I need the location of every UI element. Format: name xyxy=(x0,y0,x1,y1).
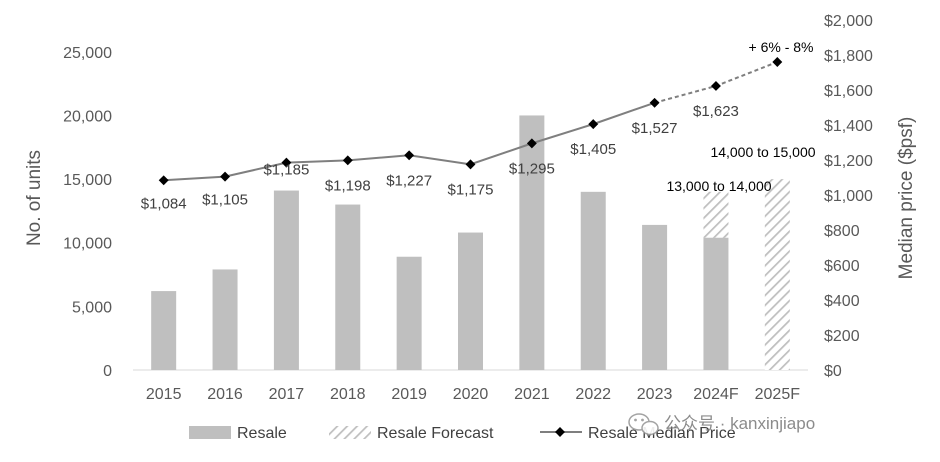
median-data-label: $1,198 xyxy=(325,177,371,194)
data-labels: $1,084 $1,105 $1,185 $1,198 $1,227 $1,175 $1,2… xyxy=(141,103,739,212)
legend-label-resale: Resale xyxy=(237,425,287,442)
legend-swatch-resale-forecast xyxy=(329,426,371,439)
right-tick-label: $1,600 xyxy=(824,83,873,100)
left-tick-label: 25,000 xyxy=(63,45,112,62)
median-marker xyxy=(342,155,353,166)
median-marker xyxy=(404,150,415,161)
left-tick-label: 10,000 xyxy=(63,236,112,253)
median-data-label: $1,105 xyxy=(202,192,248,209)
bar-resale-forecast xyxy=(764,179,790,370)
right-tick-label: $200 xyxy=(824,328,860,345)
x-tick-label: 2024F xyxy=(693,386,739,403)
legend-swatch-resale xyxy=(189,426,231,439)
median-data-label: $1,175 xyxy=(448,181,494,198)
bar-resale xyxy=(335,204,361,370)
median-data-label: $1,227 xyxy=(386,172,432,189)
median-data-label: $1,295 xyxy=(509,160,555,177)
right-tick-label: $1,800 xyxy=(824,48,873,65)
forecast-2024-annotation: 13,000 to 14,000 xyxy=(666,178,771,194)
watermark-text: 公众号 · kanxinjiapo xyxy=(664,414,815,433)
legend: Resale Resale Forecast Resale Median Pri… xyxy=(189,425,736,442)
x-tick-label: 2018 xyxy=(330,386,366,403)
bar-resale xyxy=(273,190,299,370)
bar-resale-forecast xyxy=(703,191,729,238)
watermark: 公众号 · kanxinjiapo xyxy=(628,413,815,436)
x-tick-label: 2022 xyxy=(575,386,611,403)
legend-swatch-median-marker xyxy=(555,427,565,437)
right-tick-label: $0 xyxy=(824,363,842,380)
median-marker xyxy=(281,157,292,168)
wechat-icon xyxy=(628,413,659,436)
median-marker xyxy=(526,138,537,149)
bar-resale xyxy=(396,256,422,370)
left-tick-label: 20,000 xyxy=(63,108,112,125)
median-marker xyxy=(220,171,230,182)
bars xyxy=(151,115,790,370)
bar-resale xyxy=(642,224,668,370)
right-tick-label: $2,000 xyxy=(824,13,873,30)
left-tick-label: 5,000 xyxy=(72,299,112,316)
x-tick-label: 2025F xyxy=(755,386,801,403)
right-tick-label: $1,200 xyxy=(824,153,873,170)
legend-label-median-price: Resale Median Price xyxy=(588,425,736,442)
forecast-2025-annotation: 14,000 to 15,000 xyxy=(710,144,815,160)
left-tick-label: 0 xyxy=(103,363,112,380)
bar-resale xyxy=(580,191,606,370)
median-marker xyxy=(772,57,783,67)
median-price-line xyxy=(158,57,783,186)
bar-resale xyxy=(703,237,729,370)
x-tick-label: 2019 xyxy=(391,386,427,403)
axes: 0 5,000 10,000 15,000 20,000 25,000 $0 $200 $400… xyxy=(63,13,873,403)
right-tick-label: $1,400 xyxy=(824,118,873,135)
bar-resale xyxy=(212,269,238,370)
left-tick-label: 15,000 xyxy=(63,172,112,189)
median-marker xyxy=(158,175,169,186)
bar-resale xyxy=(519,115,545,370)
bar-resale xyxy=(458,232,483,370)
x-tick-label: 2020 xyxy=(453,386,489,403)
legend-label-resale-forecast: Resale Forecast xyxy=(377,425,494,442)
median-marker xyxy=(465,159,476,170)
right-tick-label: $800 xyxy=(824,223,860,240)
x-tick-label: 2017 xyxy=(269,386,305,403)
median-data-label: $1,185 xyxy=(263,162,309,179)
bar-resale xyxy=(151,291,177,370)
right-tick-label: $600 xyxy=(824,258,860,275)
right-tick-label: $400 xyxy=(824,293,860,310)
x-tick-label: 2023 xyxy=(637,386,673,403)
x-tick-label: 2021 xyxy=(514,386,550,403)
x-tick-label: 2016 xyxy=(207,386,243,403)
x-tick-label: 2015 xyxy=(146,386,182,403)
growth-annotation: + 6% - 8% xyxy=(749,39,814,55)
median-data-label: $1,527 xyxy=(632,120,678,137)
median-marker xyxy=(588,119,599,130)
median-data-label: $1,405 xyxy=(570,141,616,158)
median-data-label: $1,084 xyxy=(141,195,187,212)
right-tick-label: $1,000 xyxy=(824,188,873,205)
right-axis-title: Median price ($psf) xyxy=(896,117,917,280)
median-data-label: $1,623 xyxy=(693,103,739,120)
median-marker xyxy=(649,97,660,108)
median-marker xyxy=(711,81,721,91)
left-axis-title: No. of units xyxy=(24,150,45,246)
